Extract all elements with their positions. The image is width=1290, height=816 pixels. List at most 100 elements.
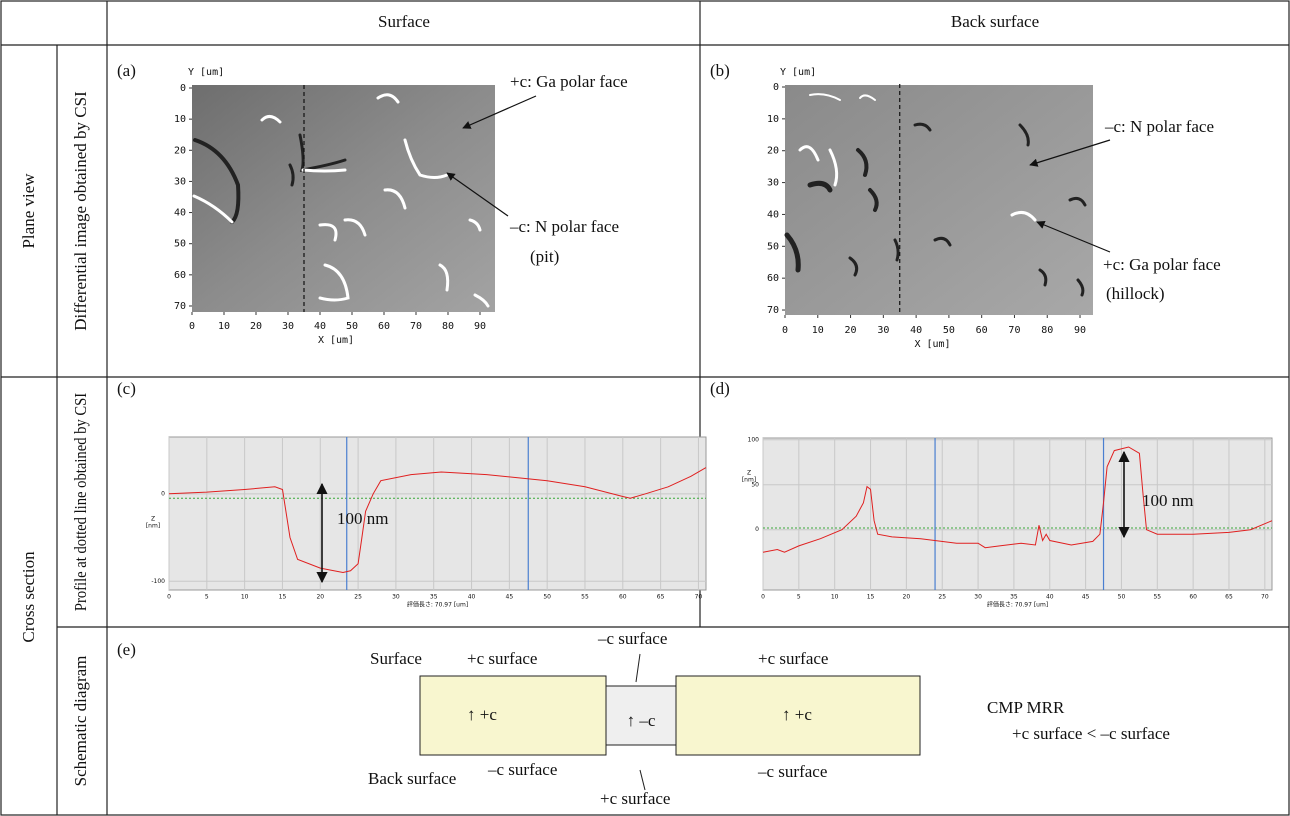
z-unit: [nm] — [742, 477, 756, 484]
y-tick-label: 30 — [174, 176, 186, 187]
y-tick-label: 70 — [767, 305, 779, 316]
x-tick-label: 60 — [976, 325, 988, 336]
y-tick-label: 0 — [773, 82, 779, 93]
csi-image — [785, 85, 1093, 315]
x-tick-label: 15 — [279, 594, 287, 601]
column-header: Surface — [378, 12, 430, 31]
x-tick-label: 20 — [316, 594, 324, 601]
x-tick-label: 0 — [782, 325, 788, 336]
x-tick-label: 40 — [314, 321, 326, 332]
x-tick-label: 30 — [392, 594, 400, 601]
panel-label: (b) — [710, 61, 730, 80]
y-tick-label: 50 — [767, 241, 779, 252]
annotation-arrows — [446, 95, 1111, 253]
row-subheader: Differential image obtained by CSI — [71, 91, 90, 331]
y-tick-label: 10 — [767, 114, 779, 125]
annotation: 100 nm — [1142, 491, 1193, 510]
x-tick-label: 0 — [189, 321, 195, 332]
y-axis-label: Y [um] — [780, 67, 816, 78]
x-tick-label: 80 — [442, 321, 454, 332]
box-label: ↑ +c — [782, 705, 812, 724]
x-tick-label: 90 — [474, 321, 486, 332]
schematic-label: –c surface — [757, 762, 827, 781]
x-tick-label: 90 — [1074, 325, 1086, 336]
x-tick-label: 25 — [354, 594, 362, 601]
x-tick-label: 70 — [1008, 325, 1020, 336]
x-tick-label: 30 — [974, 594, 982, 601]
y-axis-label: Y [um] — [188, 67, 224, 78]
y-tick-label: 20 — [174, 145, 186, 156]
y-tick-label: -100 — [151, 578, 165, 585]
x-tick-label: 20 — [903, 594, 911, 601]
y-tick-label: 60 — [767, 273, 779, 284]
x-tick-label: 50 — [543, 594, 551, 601]
x-tick-label: 50 — [943, 325, 955, 336]
x-tick-label: 10 — [218, 321, 230, 332]
x-tick-label: 60 — [1189, 594, 1197, 601]
y-tick-label: 40 — [174, 208, 186, 219]
panel-label: (a) — [117, 61, 136, 80]
x-tick-label: 40 — [1046, 594, 1054, 601]
annotation: –c: N polar face — [509, 217, 619, 236]
y-tick-label: 50 — [751, 481, 759, 488]
x-tick-label: 20 — [845, 325, 857, 336]
x-tick-label: 30 — [282, 321, 294, 332]
annotation: (pit) — [530, 247, 559, 266]
schematic — [419, 653, 921, 791]
x-tick-label: 0 — [167, 594, 171, 601]
x-tick-label: 60 — [619, 594, 627, 601]
annotation: (hillock) — [1106, 284, 1165, 303]
box-label: ↑ +c — [467, 705, 497, 724]
row-subheader: Profile at dotted line obtained by CSI — [72, 393, 90, 611]
schematic-label: –c surface — [597, 629, 667, 648]
schematic-label: –c surface — [487, 760, 557, 779]
x-tick-label: 0 — [761, 594, 765, 601]
column-header: Back surface — [951, 12, 1039, 31]
x-tick-label: 10 — [831, 594, 839, 601]
schematic-label: +c surface — [600, 789, 670, 808]
annotation: 100 nm — [337, 509, 388, 528]
x-tick-label: 5 — [797, 594, 801, 601]
row-header: Cross section — [19, 551, 38, 643]
x-tick-label: 45 — [506, 594, 514, 601]
panel-label: (e) — [117, 640, 136, 659]
x-tick-label: 70 — [695, 594, 703, 601]
x-tick-label: 70 — [1261, 594, 1269, 601]
back-surface-features — [784, 93, 1087, 297]
mrr-relation: +c surface < –c surface — [1012, 724, 1170, 743]
x-axis-label: 評価長さ: 70.97 [um] — [987, 601, 1048, 609]
y-tick-label: 10 — [174, 114, 186, 125]
x-tick-label: 5 — [205, 594, 209, 601]
box-label: ↑ –c — [627, 711, 656, 730]
y-tick-label: 40 — [767, 209, 779, 220]
x-tick-label: 65 — [657, 594, 665, 601]
panel-label: (d) — [710, 379, 730, 398]
x-tick-label: 20 — [250, 321, 262, 332]
y-tick-label: 50 — [174, 239, 186, 250]
annotation: +c: Ga polar face — [1103, 255, 1221, 274]
y-tick-label: 0 — [180, 83, 186, 94]
y-tick-label: 70 — [174, 301, 186, 312]
z-unit: [nm] — [146, 523, 160, 530]
schematic-label: Surface — [370, 649, 422, 668]
y-tick-label: 30 — [767, 178, 779, 189]
x-axis-label: 評価長さ: 70.97 [um] — [407, 601, 468, 609]
y-tick-label: 100 — [748, 436, 760, 443]
x-tick-label: 45 — [1082, 594, 1090, 601]
x-tick-label: 60 — [378, 321, 390, 332]
x-tick-label: 40 — [910, 325, 922, 336]
x-tick-label: 15 — [867, 594, 875, 601]
profile-line — [168, 467, 707, 574]
y-tick-label: 0 — [755, 526, 759, 533]
plot-area — [762, 437, 1273, 591]
x-tick-label: 55 — [581, 594, 589, 601]
x-tick-label: 10 — [812, 325, 824, 336]
x-tick-label: 35 — [1010, 594, 1018, 601]
x-tick-label: 35 — [430, 594, 438, 601]
row-header: Plane view — [19, 173, 38, 249]
annotation: –c: N polar face — [1104, 117, 1214, 136]
y-tick-label: 60 — [174, 270, 186, 281]
y-tick-label: 0 — [161, 490, 165, 497]
